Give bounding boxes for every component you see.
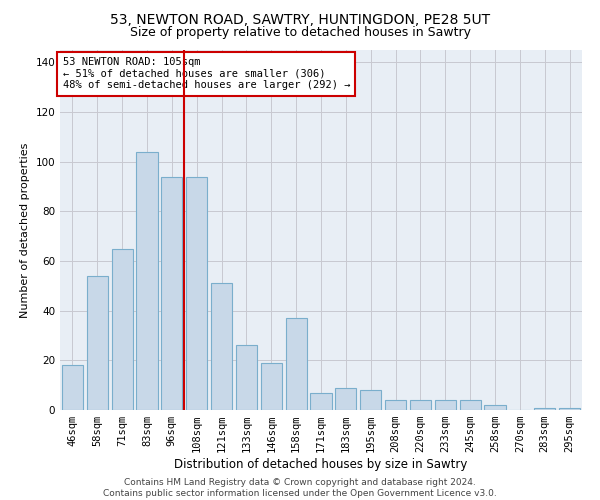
Bar [410, 400, 431, 410]
Bar [460, 400, 481, 410]
Bar [559, 408, 580, 410]
Bar [435, 400, 456, 410]
Bar [261, 363, 282, 410]
Text: 53, NEWTON ROAD, SAWTRY, HUNTINGDON, PE28 5UT: 53, NEWTON ROAD, SAWTRY, HUNTINGDON, PE2… [110, 12, 490, 26]
Bar [360, 390, 381, 410]
Bar [186, 176, 207, 410]
Bar [286, 318, 307, 410]
Text: Size of property relative to detached houses in Sawtry: Size of property relative to detached ho… [130, 26, 470, 39]
Bar [236, 346, 257, 410]
X-axis label: Distribution of detached houses by size in Sawtry: Distribution of detached houses by size … [175, 458, 467, 471]
Bar [211, 284, 232, 410]
Bar [335, 388, 356, 410]
Bar [161, 176, 182, 410]
Text: 53 NEWTON ROAD: 105sqm
← 51% of detached houses are smaller (306)
48% of semi-de: 53 NEWTON ROAD: 105sqm ← 51% of detached… [62, 57, 350, 90]
Text: Contains HM Land Registry data © Crown copyright and database right 2024.
Contai: Contains HM Land Registry data © Crown c… [103, 478, 497, 498]
Bar [136, 152, 158, 410]
Bar [87, 276, 108, 410]
Bar [484, 405, 506, 410]
Bar [385, 400, 406, 410]
Bar [112, 248, 133, 410]
Bar [310, 392, 332, 410]
Bar [62, 366, 83, 410]
Bar [534, 408, 555, 410]
Y-axis label: Number of detached properties: Number of detached properties [20, 142, 30, 318]
